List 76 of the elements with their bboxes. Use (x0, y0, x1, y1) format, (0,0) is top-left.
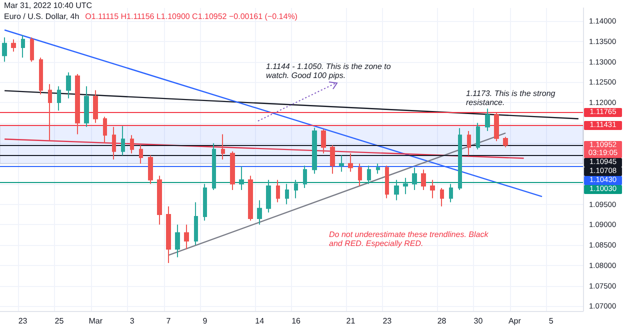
candlestick (66, 72, 71, 99)
candlestick (394, 179, 399, 201)
candlestick (467, 130, 471, 156)
candlestick (367, 165, 371, 184)
candlestick (2, 36, 7, 62)
candlestick (430, 179, 435, 199)
candlestick (84, 86, 89, 128)
x-tick-label: 28 (437, 316, 447, 326)
candlestick (458, 128, 462, 191)
candlestick (339, 154, 344, 172)
candlestick (248, 175, 253, 222)
candlestick (212, 142, 216, 191)
candlestick (121, 126, 125, 156)
candlestick (21, 34, 25, 58)
candlestick (303, 165, 307, 189)
annotation: Mar 31, 2022 10:40 UTC (4, 1, 92, 11)
candlestick (112, 126, 116, 160)
x-tick-label: 5 (548, 316, 554, 326)
candlestick (184, 224, 189, 250)
candlestick (412, 167, 417, 191)
text: O1.11115 H1.11156 L1.10900 C1.10952 −0.00161 (−0.14%) (85, 12, 298, 22)
x-tick-label: 7 (166, 316, 172, 326)
annotation: 1.1173. This is the strong resistance. (466, 89, 556, 107)
candlestick (385, 165, 389, 199)
candlestick (230, 150, 235, 191)
x-tick-label: 30 (474, 316, 484, 326)
candlestick (75, 73, 80, 135)
candlestick (403, 177, 408, 195)
candlestick (39, 57, 43, 95)
candlestick (266, 179, 271, 213)
candlestick (257, 200, 262, 226)
candlestick (330, 144, 335, 174)
candlestick (203, 183, 207, 222)
candlestick (376, 163, 380, 174)
x-tick-label: Apr (508, 316, 522, 326)
candlestick (285, 183, 289, 205)
text: Euro / U.S. Dollar, 4h (4, 12, 80, 22)
x-tick-label: 21 (346, 316, 356, 326)
x-tick-label: 9 (202, 316, 208, 326)
candlestick (221, 134, 225, 160)
candlestick (239, 166, 244, 191)
candlestick (449, 183, 453, 203)
candlestick (148, 154, 153, 184)
x-tick-label: 23 (18, 316, 28, 326)
candlestick (166, 206, 171, 264)
x-tick-label: 3 (130, 316, 135, 326)
candlestick (57, 86, 61, 112)
x-tick-label: 23 (382, 316, 392, 326)
candlestick (30, 36, 34, 62)
candlestick (312, 127, 317, 174)
candlestick (440, 188, 444, 207)
candlestick (175, 224, 180, 258)
x-tick-label: 16 (292, 316, 302, 326)
candlestick (130, 134, 134, 154)
candlestick (194, 202, 198, 246)
x-tick-label: 25 (54, 316, 64, 326)
candlestick (276, 179, 280, 203)
candlestick (348, 152, 353, 172)
candlestick (139, 144, 143, 164)
annotation: Do not underestimate these trendlines. Black and RED. Especially RED. (329, 230, 490, 248)
candlestick (421, 169, 426, 191)
candlestick (321, 128, 326, 154)
candlestick (93, 90, 98, 124)
candlestick (294, 179, 298, 199)
candlestick (358, 163, 362, 186)
x-tick-label: 14 (255, 316, 265, 326)
x-tick-label: Mar (88, 316, 103, 326)
annotation: 1.1144 - 1.1050. This is the zone to watch. Good 100 pips. (266, 62, 391, 80)
candlestick (494, 112, 499, 142)
candlestick (503, 136, 508, 148)
candlestick (157, 175, 162, 226)
candlestick (103, 116, 107, 144)
candlestick (11, 38, 16, 52)
candlestick (485, 108, 490, 132)
candlestick (476, 122, 480, 150)
candlestick (48, 84, 52, 142)
